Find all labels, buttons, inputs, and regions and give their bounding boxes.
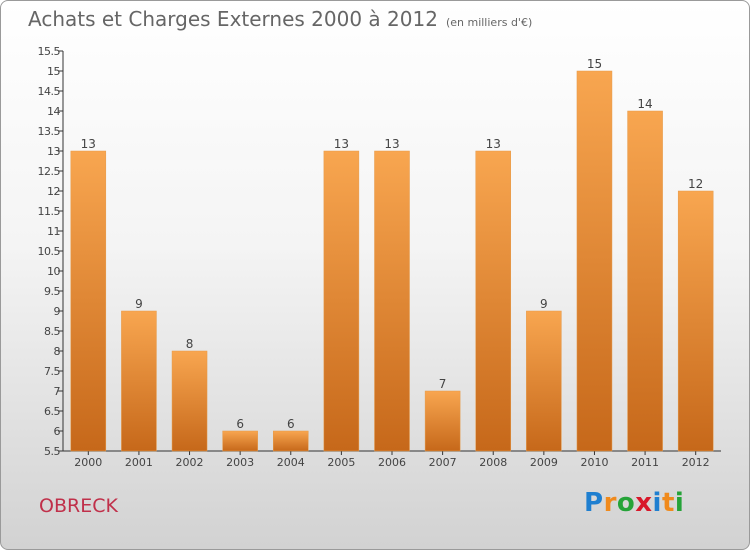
x-tick-label: 2009 xyxy=(530,456,558,469)
data-label: 9 xyxy=(135,297,143,311)
y-tick-label: 5.5 xyxy=(44,445,60,458)
y-tick-label: 6.5 xyxy=(44,405,60,418)
y-tick-label: 13 xyxy=(47,145,60,158)
logo-letter: x xyxy=(635,488,653,518)
x-tick-label: 2001 xyxy=(125,456,153,469)
bar xyxy=(627,110,663,452)
logo-letter: r xyxy=(603,488,617,518)
y-tick-label: 11.5 xyxy=(38,205,61,218)
y-tick-label: 11 xyxy=(47,225,60,238)
y-tick-label: 10 xyxy=(47,265,60,278)
x-tick-label: 2000 xyxy=(74,456,102,469)
bar xyxy=(323,150,360,452)
x-tick-label: 2012 xyxy=(682,456,710,469)
x-tick-label: 2008 xyxy=(479,456,507,469)
x-tick-label: 2010 xyxy=(580,456,608,469)
bar xyxy=(475,150,511,452)
y-tick-label: 8 xyxy=(54,345,61,358)
data-label: 13 xyxy=(486,137,501,151)
data-label: 6 xyxy=(236,417,244,431)
bar xyxy=(171,350,208,452)
y-tick-label: 12.5 xyxy=(38,165,61,178)
bar xyxy=(374,150,410,452)
data-label: 13 xyxy=(384,137,399,151)
bar xyxy=(424,390,461,452)
y-tick-label: 14.5 xyxy=(38,85,61,98)
data-label: 13 xyxy=(334,137,349,151)
y-tick-label: 7.5 xyxy=(44,365,60,378)
logo-letter: i xyxy=(652,488,662,518)
bar xyxy=(222,430,258,452)
bar xyxy=(526,310,562,452)
data-label: 9 xyxy=(540,297,548,311)
data-label: 13 xyxy=(81,137,96,151)
x-tick-label: 2011 xyxy=(631,456,659,469)
bar xyxy=(121,310,157,452)
data-label: 15 xyxy=(587,57,602,71)
logo-letter: t xyxy=(661,488,675,518)
y-tick-label: 6 xyxy=(54,425,61,438)
y-tick-label: 15 xyxy=(47,65,60,78)
x-tick-label: 2003 xyxy=(226,456,254,469)
y-tick-label: 13.5 xyxy=(38,125,61,138)
x-tick-label: 2005 xyxy=(327,456,355,469)
y-tick-label: 10.5 xyxy=(38,245,61,258)
data-label: 12 xyxy=(688,177,703,191)
chart-title-text: Achats et Charges Externes 2000 à 2012 xyxy=(28,7,438,31)
chart-title: Achats et Charges Externes 2000 à 2012 (e… xyxy=(28,7,532,31)
bar xyxy=(273,430,309,452)
x-tick-label: 2004 xyxy=(277,456,305,469)
proxiti-logo[interactable]: Proxiti xyxy=(584,488,684,518)
y-tick-label: 15.5 xyxy=(38,45,61,58)
data-label: 7 xyxy=(439,377,447,391)
bar xyxy=(70,150,107,452)
y-tick-label: 9.5 xyxy=(44,285,60,298)
chart-unit-label: (en milliers d'€) xyxy=(445,16,533,29)
x-tick-label: 2002 xyxy=(176,456,204,469)
logo-letter: o xyxy=(616,488,636,518)
data-label: 14 xyxy=(637,97,652,111)
commune-name: OBRECK xyxy=(39,495,118,517)
data-label: 8 xyxy=(186,337,194,351)
y-tick-label: 9 xyxy=(54,305,61,318)
logo-letter: i xyxy=(674,488,685,518)
y-tick-label: 7 xyxy=(54,385,61,398)
bar xyxy=(677,190,714,452)
y-tick-label: 14 xyxy=(47,105,60,118)
x-tick-label: 2007 xyxy=(429,456,457,469)
x-tick-label: 2006 xyxy=(378,456,406,469)
y-tick-label: 12 xyxy=(47,185,60,198)
data-label: 6 xyxy=(287,417,295,431)
bar xyxy=(576,70,613,452)
logo-letter: P xyxy=(584,488,604,518)
y-tick-label: 8.5 xyxy=(44,325,60,338)
